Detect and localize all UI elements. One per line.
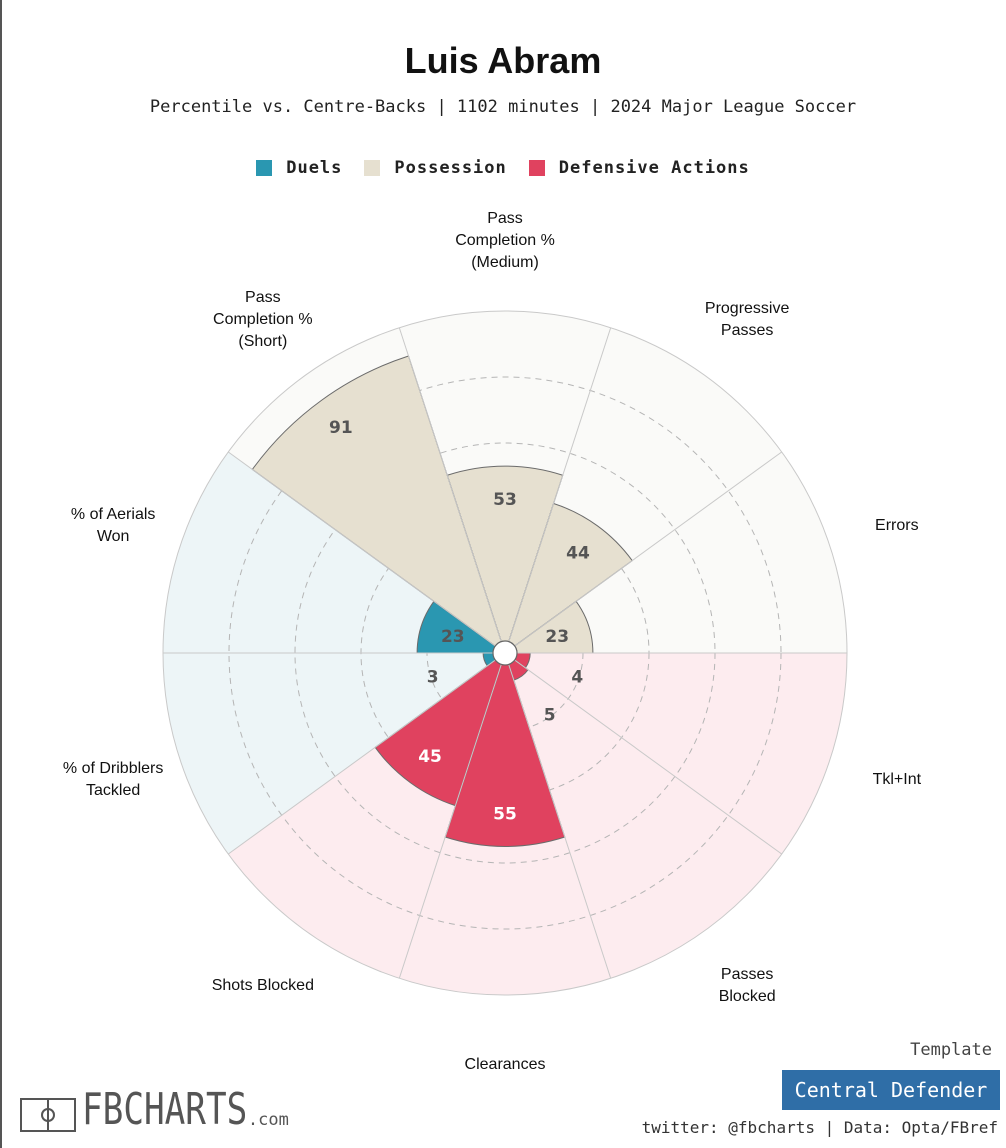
template-caption: Template [910, 1040, 992, 1060]
credits: twitter: @fbcharts | Data: Opta/FBref [641, 1118, 998, 1137]
axis-label-passes-blocked: Passes Blocked [718, 966, 776, 1006]
separator-line [514, 659, 782, 855]
value-label-pass-completion-medium: 53 [493, 490, 517, 510]
template-name-badge: Central Defender [782, 1070, 1000, 1110]
value-label-pass-completion-short: 91 [329, 418, 353, 438]
axis-label-of-dribblers-tackled: % of Dribblers Tackled [62, 760, 164, 800]
separator-line [398, 327, 502, 642]
brand-suffix: .com [247, 1110, 289, 1130]
chart-subtitle: Percentile vs. Centre-Backs | 1102 minut… [149, 97, 857, 117]
value-label-shots-blocked: 45 [418, 747, 442, 767]
value-label-progressive-passes: 44 [566, 544, 590, 564]
value-label-passes-blocked: 5 [544, 705, 556, 725]
value-label-tkl-int: 4 [571, 667, 583, 687]
axis-label-tkl-int: Tkl+Int [872, 771, 922, 789]
wedge-separators [163, 327, 847, 979]
background-wedge-of-dribblers-tackled [163, 653, 496, 855]
value-label-of-aerials-won: 23 [441, 627, 465, 647]
axis-label-progressive-passes: Progressive Passes [704, 299, 790, 339]
axis-label-pass-completion-medium: Pass Completion % (Medium) [455, 210, 555, 271]
value-wedges [251, 355, 633, 847]
legend-item-possession: Possession [364, 158, 506, 178]
legend-label-duels: Duels [286, 158, 343, 178]
background-wedge-tkl-int [514, 653, 847, 855]
background-wedge-errors [514, 451, 847, 653]
left-border [0, 0, 2, 1148]
legend-item-duels: Duels [256, 158, 342, 178]
separator-line [228, 451, 496, 647]
legend-swatch-possession [364, 160, 381, 176]
center-hub [492, 640, 518, 666]
axis-label-clearances: Clearances [464, 1056, 546, 1073]
brand-name: FBCHARTS [82, 1084, 248, 1135]
value-label-clearances: 55 [493, 805, 517, 825]
separator-line [398, 664, 502, 979]
chart-title: Luis Abram [404, 40, 602, 81]
separator-line [514, 451, 782, 647]
axis-label-shots-blocked: Shots Blocked [211, 977, 314, 995]
brand-logo: FBCHARTS .com [20, 1088, 289, 1132]
value-label-of-dribblers-tackled: 3 [427, 667, 439, 687]
legend-swatch-defensive-actions [528, 160, 545, 176]
legend-label-defensive-actions: Defensive Actions [558, 158, 750, 178]
axis-label-pass-completion-short: Pass Completion % (Short) [213, 288, 313, 350]
legend-swatch-duels [256, 160, 273, 176]
axis-label-errors: Errors [875, 516, 919, 534]
value-label-errors: 23 [545, 627, 569, 647]
axis-label-of-aerials-won: % of Aerials Won [70, 505, 156, 545]
background-wedge-passes-blocked [508, 660, 782, 979]
legend-label-possession: Possession [394, 158, 507, 178]
separator-line [228, 659, 496, 855]
background-wedge-of-aerials-won [163, 451, 496, 653]
pitch-icon [20, 1098, 76, 1132]
separator-line [508, 664, 612, 979]
legend: Duels Possession Defensive Actions [0, 158, 1006, 178]
legend-item-defensive-actions: Defensive Actions [528, 158, 750, 178]
separator-line [508, 327, 612, 642]
